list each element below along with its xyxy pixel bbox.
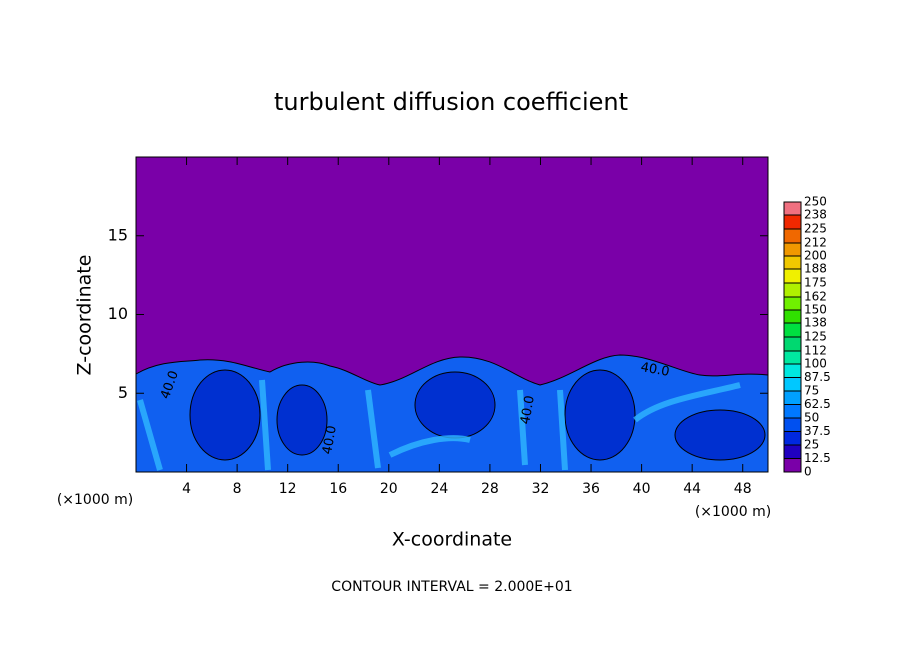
- y-tick-label: 10: [108, 304, 128, 323]
- colorbar-label: 12.5: [804, 451, 831, 465]
- colorbar-band: [784, 404, 801, 418]
- colorbar-label: 62.5: [804, 397, 831, 411]
- colorbar-label: 225: [804, 222, 827, 236]
- y-tick-label: 15: [108, 225, 128, 244]
- colorbar-label: 138: [804, 315, 827, 329]
- colorbar-band: [784, 337, 801, 352]
- colorbar-label: 125: [804, 330, 827, 344]
- colorbar-band: [784, 445, 801, 459]
- x-tick-label: 44: [683, 481, 701, 497]
- streak: [137, 379, 741, 471]
- contour-label: 40.0: [320, 424, 340, 455]
- contour-label: 40.0: [639, 360, 670, 380]
- x-tick-label: 28: [481, 481, 499, 497]
- eddy: [276, 384, 328, 456]
- colorbar-label: 250: [804, 195, 827, 209]
- colorbar-label: 100: [804, 357, 827, 371]
- x-tick-label: 24: [430, 481, 448, 497]
- x-tick-label: 20: [380, 481, 398, 497]
- colorbar-label: 175: [804, 276, 827, 290]
- colorbar-label: 0: [804, 465, 812, 479]
- colorbar-band: [784, 458, 801, 472]
- colorbar-band: [784, 256, 801, 269]
- eddy: [564, 369, 636, 461]
- colorbar-band: [784, 268, 801, 283]
- x-tick-label: 16: [329, 481, 347, 497]
- x-tick-label: 4: [182, 481, 191, 497]
- x-unit-left: (×1000 m): [57, 492, 133, 508]
- colorbar-label: 188: [804, 261, 827, 275]
- colorbar-label: 87.5: [804, 370, 831, 384]
- x-axis-title: X-coordinate: [392, 529, 512, 551]
- colorbar-label: 238: [804, 207, 827, 221]
- colorbar-label: 50: [804, 411, 819, 425]
- colorbar-band: [784, 202, 801, 215]
- colorbar-band: [784, 431, 801, 445]
- field: [135, 157, 769, 473]
- colorbar-band: [784, 243, 801, 256]
- x-unit-right: (×1000 m): [695, 504, 771, 520]
- colorbar-label: 25: [804, 438, 819, 452]
- eddy: [189, 369, 261, 461]
- colorbar-band: [784, 283, 801, 298]
- eddy: [674, 409, 766, 461]
- x-tick-label: 12: [279, 481, 297, 497]
- x-tick-label: 32: [532, 481, 550, 497]
- colorbar-band: [784, 418, 801, 432]
- colorbar-band: [784, 297, 801, 310]
- chart-title: turbulent diffusion coefficient: [274, 88, 628, 116]
- colorbar-band: [784, 310, 801, 323]
- colorbar-label: 37.5: [804, 424, 831, 438]
- colorbar-label: 112: [804, 344, 827, 358]
- x-tick-label: 40: [633, 481, 651, 497]
- x-tick-label: 36: [582, 481, 600, 497]
- eddy: [414, 371, 496, 439]
- colorbar-band: [784, 377, 801, 391]
- colorbar-band: [784, 351, 801, 364]
- footnote: CONTOUR INTERVAL = 2.000E+01: [331, 579, 572, 595]
- colorbar-band: [784, 391, 801, 405]
- colorbar-label: 200: [804, 249, 827, 263]
- x-tick-label: 48: [734, 481, 752, 497]
- y-tick-label: 5: [118, 383, 128, 402]
- y-axis-title: Z-coordinate: [74, 255, 96, 376]
- colorbar-label: 150: [804, 303, 827, 317]
- colorbar-band: [784, 214, 801, 229]
- x-tick-label: 8: [233, 481, 242, 497]
- colorbar-label: 162: [804, 290, 827, 304]
- colorbar-label: 75: [804, 384, 819, 398]
- colorbar-band: [784, 364, 801, 378]
- colorbar-band: [784, 229, 801, 244]
- colorbar-band: [784, 322, 801, 337]
- contour-label: 40.0: [518, 394, 538, 425]
- colorbar-label: 212: [804, 236, 827, 250]
